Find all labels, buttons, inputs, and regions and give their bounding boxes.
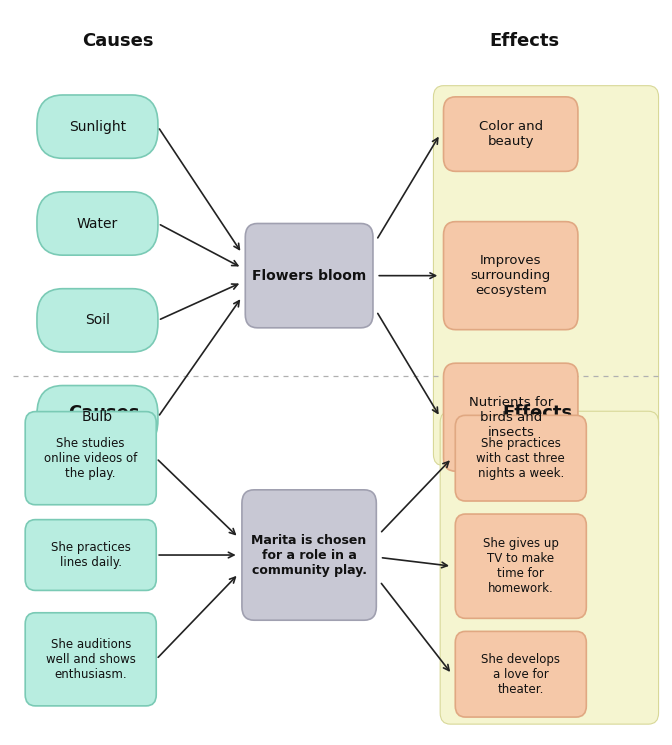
FancyBboxPatch shape bbox=[242, 490, 376, 620]
Text: Water: Water bbox=[77, 217, 118, 230]
Text: Causes: Causes bbox=[82, 32, 153, 50]
FancyBboxPatch shape bbox=[26, 520, 156, 590]
Text: Effects: Effects bbox=[503, 405, 573, 422]
FancyBboxPatch shape bbox=[37, 95, 158, 159]
Text: Nutrients for
birds and
insects: Nutrients for birds and insects bbox=[468, 396, 553, 439]
Text: She studies
online videos of
the play.: She studies online videos of the play. bbox=[44, 437, 137, 480]
Text: Marita is chosen
for a role in a
community play.: Marita is chosen for a role in a communi… bbox=[251, 533, 367, 577]
Text: She develops
a love for
theater.: She develops a love for theater. bbox=[481, 653, 560, 696]
Text: Causes: Causes bbox=[69, 405, 140, 422]
Text: She practices
lines daily.: She practices lines daily. bbox=[51, 541, 130, 569]
Text: She gives up
TV to make
time for
homework.: She gives up TV to make time for homewor… bbox=[483, 537, 558, 595]
FancyBboxPatch shape bbox=[455, 632, 586, 717]
FancyBboxPatch shape bbox=[455, 514, 586, 618]
FancyBboxPatch shape bbox=[440, 411, 659, 724]
Text: Improves
surrounding
ecosystem: Improves surrounding ecosystem bbox=[470, 254, 551, 297]
FancyBboxPatch shape bbox=[26, 411, 156, 505]
FancyBboxPatch shape bbox=[37, 289, 158, 352]
FancyBboxPatch shape bbox=[245, 224, 373, 328]
Text: Sunlight: Sunlight bbox=[69, 120, 126, 133]
FancyBboxPatch shape bbox=[444, 364, 578, 472]
FancyBboxPatch shape bbox=[433, 86, 659, 466]
FancyBboxPatch shape bbox=[37, 192, 158, 255]
FancyBboxPatch shape bbox=[26, 612, 156, 706]
Text: Flowers bloom: Flowers bloom bbox=[252, 269, 366, 282]
Text: Effects: Effects bbox=[489, 32, 559, 50]
FancyBboxPatch shape bbox=[444, 97, 578, 171]
Text: Bulb: Bulb bbox=[82, 410, 113, 424]
FancyBboxPatch shape bbox=[444, 222, 578, 330]
Text: Color and
beauty: Color and beauty bbox=[478, 120, 543, 148]
Text: She practices
with cast three
nights a week.: She practices with cast three nights a w… bbox=[476, 437, 565, 480]
FancyBboxPatch shape bbox=[455, 416, 586, 501]
Text: Soil: Soil bbox=[85, 314, 110, 327]
Text: She auditions
well and shows
enthusiasm.: She auditions well and shows enthusiasm. bbox=[46, 638, 136, 681]
FancyBboxPatch shape bbox=[37, 386, 158, 448]
